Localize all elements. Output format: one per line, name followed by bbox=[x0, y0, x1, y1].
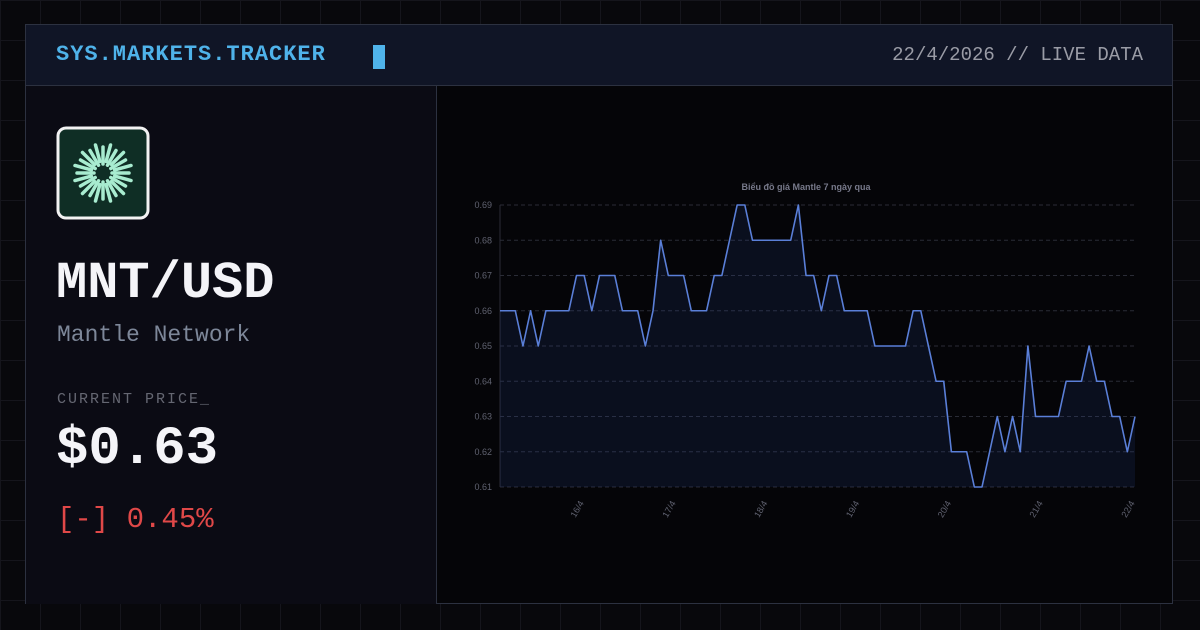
area-fill bbox=[500, 205, 1135, 487]
icon-spoke bbox=[78, 175, 97, 188]
x-tick-label: 19/4 bbox=[844, 499, 861, 519]
price-label: CURRENT PRICE_ bbox=[57, 391, 212, 408]
icon-spoke bbox=[73, 163, 94, 172]
asset-name: Mantle Network bbox=[57, 322, 251, 348]
icon-spoke bbox=[109, 179, 126, 196]
price: $0.63 bbox=[56, 419, 219, 480]
x-tick-label: 16/4 bbox=[568, 499, 585, 519]
y-tick-label: 0.63 bbox=[474, 412, 492, 422]
icon-spoke bbox=[80, 150, 97, 167]
brand-title: SYS.MARKETS.TRACKER bbox=[56, 42, 326, 67]
y-tick-label: 0.65 bbox=[474, 341, 492, 351]
y-tick-label: 0.62 bbox=[474, 447, 492, 457]
x-tick-label: 22/4 bbox=[1119, 499, 1136, 519]
y-tick-label: 0.64 bbox=[474, 376, 492, 386]
card: SYS.MARKETS.TRACKER 22/4/2026 // LIVE DA… bbox=[25, 24, 1173, 604]
icon-spoke bbox=[109, 150, 126, 167]
icon-spoke bbox=[88, 179, 101, 198]
icon-spoke bbox=[105, 148, 118, 167]
x-tick-label: 17/4 bbox=[660, 499, 677, 519]
x-tick-label: 18/4 bbox=[752, 499, 769, 519]
icon-spoke bbox=[112, 163, 133, 172]
icon-spoke bbox=[112, 174, 133, 183]
icon-frame bbox=[56, 126, 150, 220]
icon-spoke bbox=[104, 182, 113, 203]
x-tick-label: 21/4 bbox=[1027, 499, 1044, 519]
icon-spoke bbox=[104, 143, 113, 164]
y-tick-label: 0.67 bbox=[474, 271, 492, 281]
price-change: [-] 0.45% bbox=[57, 503, 214, 536]
icon-spoke bbox=[88, 148, 101, 167]
price-line bbox=[500, 204, 1136, 488]
icon-spoke bbox=[93, 143, 102, 164]
icon-spoke bbox=[93, 182, 102, 203]
icon-spoke bbox=[105, 179, 118, 198]
y-tick-label: 0.68 bbox=[474, 235, 492, 245]
x-tick-label: 20/4 bbox=[936, 499, 953, 519]
y-tick-label: 0.69 bbox=[474, 200, 492, 210]
icon-spoke bbox=[109, 175, 128, 188]
icon-spoke bbox=[73, 174, 94, 183]
header: SYS.MARKETS.TRACKER 22/4/2026 // LIVE DA… bbox=[26, 25, 1172, 86]
header-date: 22/4/2026 // LIVE DATA bbox=[892, 44, 1143, 66]
icon-spoke bbox=[80, 179, 97, 196]
y-tick-label: 0.61 bbox=[474, 482, 492, 492]
asset-panel: MNT/USD Mantle Network CURRENT PRICE_ $0… bbox=[26, 86, 437, 604]
asset-pair: MNT/USD bbox=[56, 254, 275, 313]
y-tick-label: 0.66 bbox=[474, 306, 492, 316]
icon-spoke bbox=[109, 158, 128, 171]
cursor-block bbox=[373, 45, 385, 69]
asset-icon bbox=[56, 126, 150, 220]
icon-spoke bbox=[78, 158, 97, 171]
chart-title: Biểu đồ giá Mantle 7 ngày qua bbox=[741, 182, 871, 192]
